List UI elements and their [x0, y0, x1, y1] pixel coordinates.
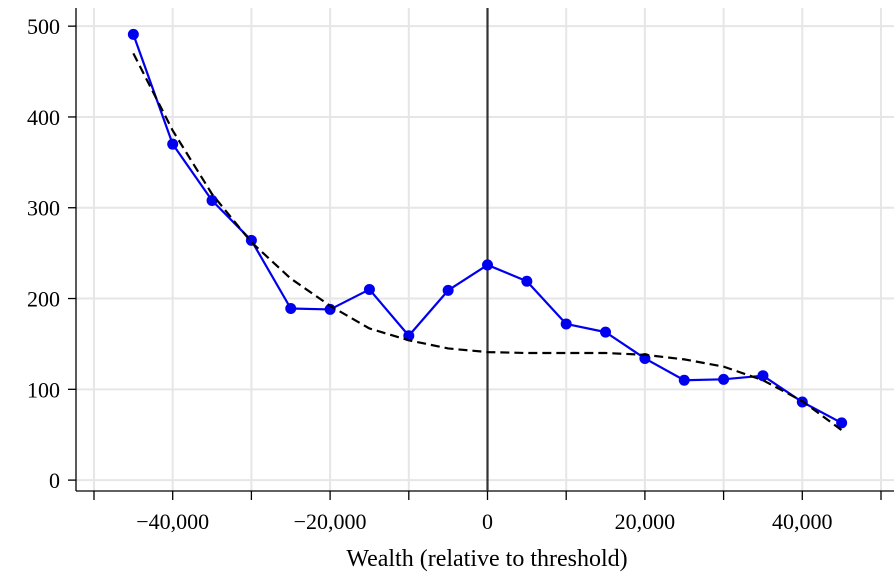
data-point — [836, 417, 848, 429]
y-tick-label: 0 — [49, 468, 60, 493]
fitted-curve — [132, 52, 843, 432]
data-point — [600, 326, 612, 338]
series-layer — [127, 28, 848, 432]
x-tick-label: −20,000 — [294, 509, 367, 534]
x-tick-label: 40,000 — [772, 509, 833, 534]
tick-labels: 0 100 200 300 400 500 −40,000 −20,000 0 20,000 40,… — [27, 14, 833, 534]
data-point — [442, 284, 454, 296]
x-axis-title: Wealth (relative to threshold) — [346, 546, 627, 572]
y-tick-label: 400 — [27, 105, 60, 130]
data-point — [718, 373, 730, 385]
data-point — [482, 259, 493, 271]
data-point — [127, 28, 139, 40]
y-tick-label: 500 — [27, 14, 60, 39]
data-point — [285, 303, 297, 315]
data-point — [560, 318, 572, 330]
data-point — [167, 138, 179, 150]
data-point — [521, 275, 533, 287]
data-point — [678, 374, 690, 386]
data-point — [206, 194, 218, 206]
y-tick-label: 200 — [27, 287, 60, 312]
data-point — [757, 370, 769, 382]
x-tick-label: 0 — [482, 509, 493, 534]
axes — [68, 8, 894, 500]
grid — [76, 8, 894, 491]
data-point — [363, 283, 375, 295]
y-tick-label: 100 — [27, 377, 60, 402]
x-tick-label: 20,000 — [615, 509, 676, 534]
y-tick-label: 300 — [27, 196, 60, 221]
x-tick-label: −40,000 — [136, 509, 209, 534]
